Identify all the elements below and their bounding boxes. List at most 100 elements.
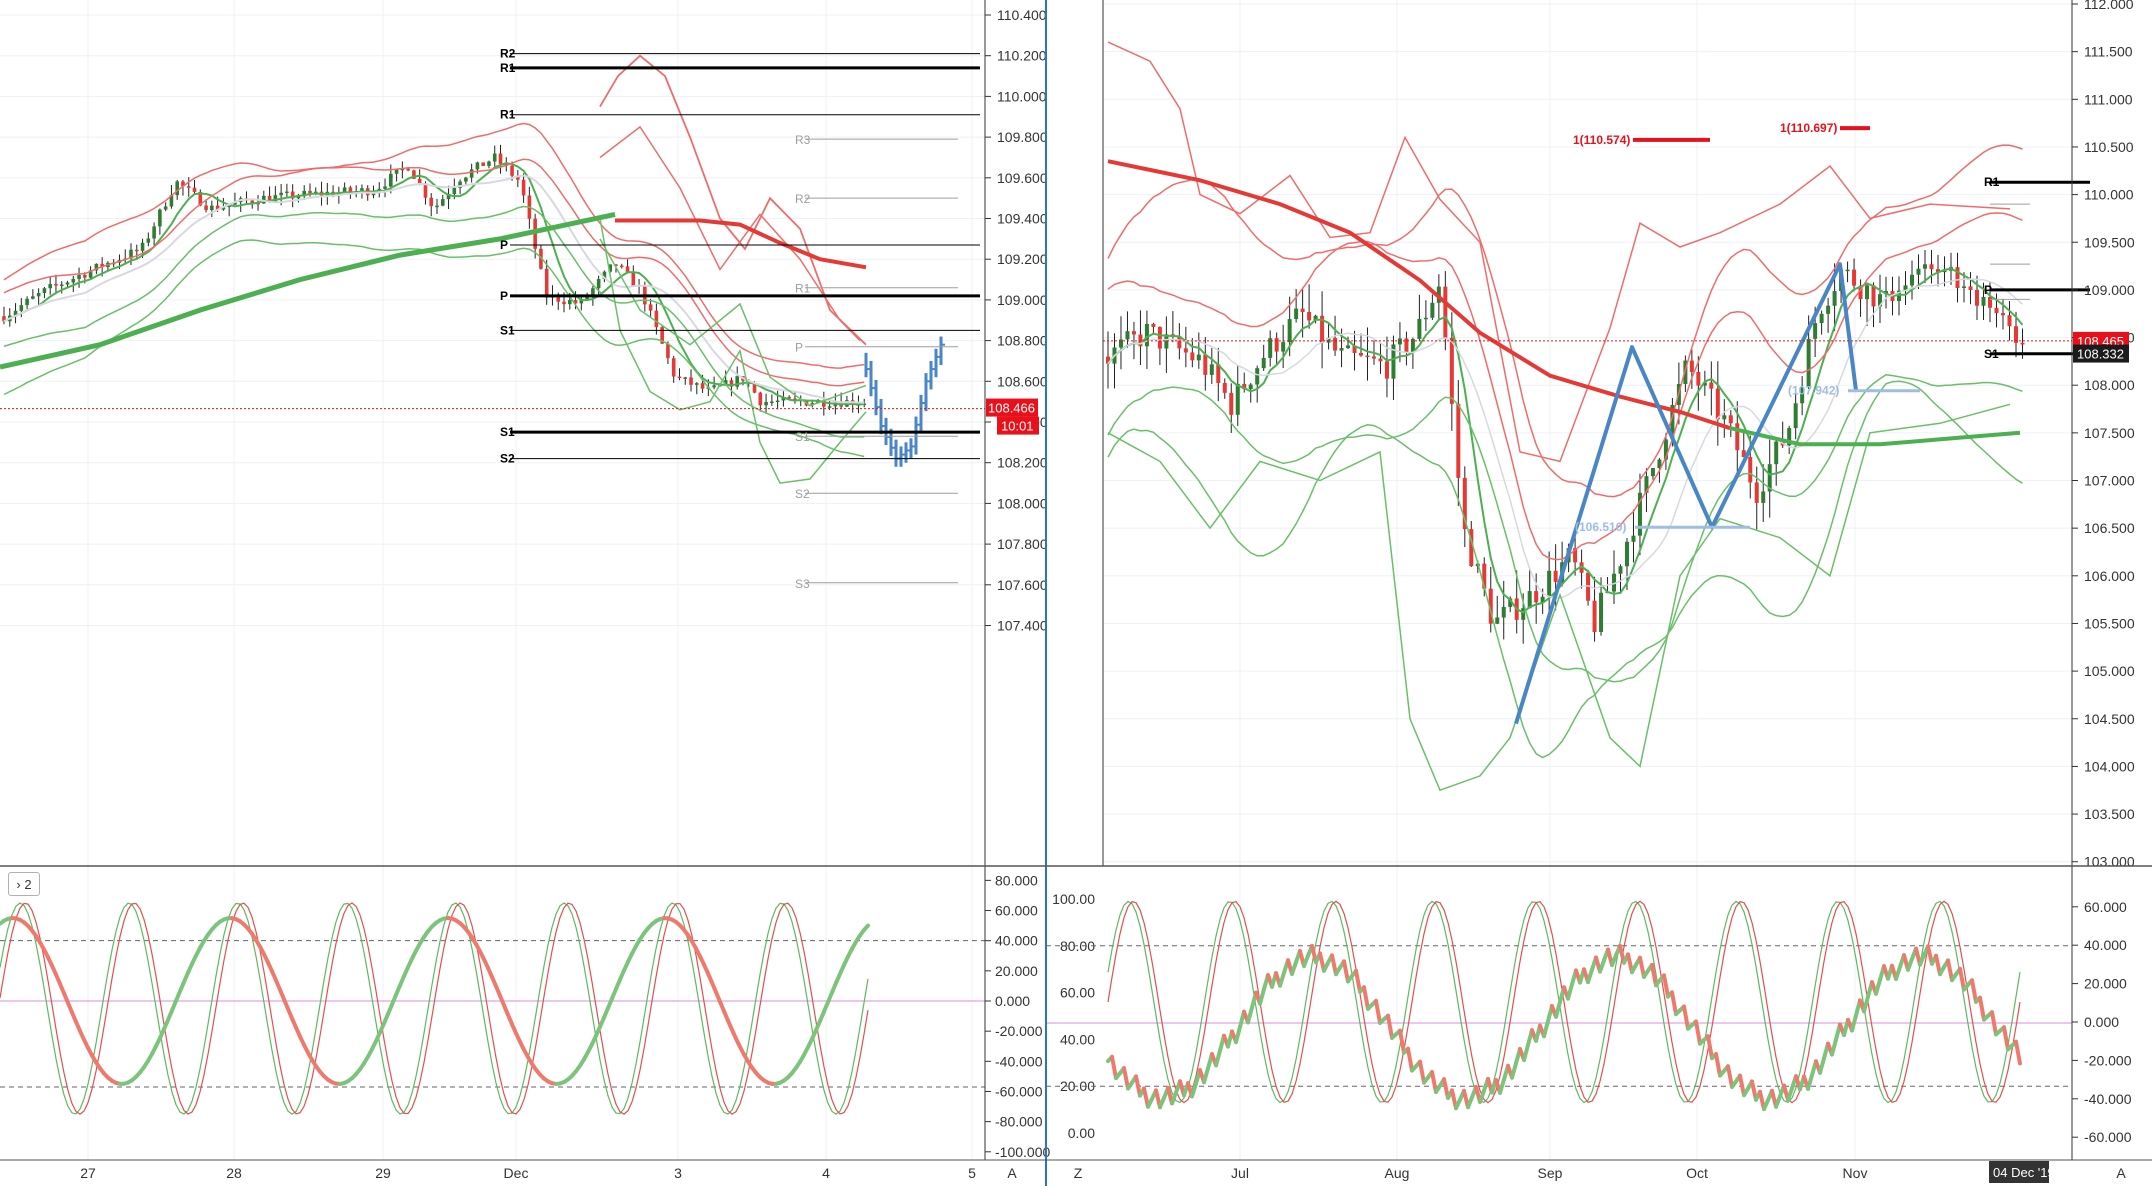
candle-up	[1663, 439, 1668, 460]
candle-down	[822, 400, 826, 407]
right-oscillator-pane[interactable]: 100.0080.0060.0040.0020.000.0060.00040.0…	[1046, 891, 2132, 1145]
candle-up	[279, 192, 283, 196]
crosshair-date-tag	[1989, 1161, 2049, 1183]
time-tick-label: 3	[674, 1165, 682, 1181]
pivot-level-label: P	[500, 238, 508, 252]
slow-ma-line	[3, 174, 865, 404]
osc-line-green	[0, 902, 869, 1115]
right-pivot-levels: R1 P S1 1(110.574) 1(110.697) (107.942) (106.5…	[1103, 121, 2090, 534]
candle-up	[1294, 308, 1299, 320]
candle-up	[1495, 617, 1500, 624]
right-price-area[interactable]	[1106, 41, 2025, 792]
candle-down	[2014, 326, 2018, 343]
candle-down	[429, 197, 434, 207]
candle-up	[1819, 313, 1824, 324]
candle-up	[1910, 274, 1914, 286]
price-tick-label: 111.500	[2084, 44, 2133, 60]
left-time-axis[interactable]: 27 28 29 Dec 3 4 5 A	[80, 1165, 1017, 1181]
osc-signal-segment	[1522, 1043, 1530, 1062]
candle-down	[481, 162, 485, 166]
band-green-mid	[599, 238, 867, 407]
osc-signal-segment	[1374, 998, 1382, 1025]
right-price-axis[interactable]: 112.000 111.500 111.000 110.500 110.000 109.5…	[2072, 0, 2135, 870]
candle-up	[1903, 285, 1908, 291]
candle-up	[1397, 338, 1402, 345]
countdown-tag	[997, 416, 1039, 435]
osc-signal-segment	[1818, 1056, 1826, 1075]
osc-signal-segment	[1958, 966, 1966, 992]
time-tick-label: Jul	[1231, 1165, 1249, 1181]
osc-signal-segment	[1934, 953, 1942, 977]
left-oscillator-pane[interactable]: 80.000 60.000 40.000 20.000 0.000 -20.000 -40.…	[0, 872, 1050, 1160]
osc-tick-label: 20.000	[995, 963, 1038, 979]
right-time-axis[interactable]: Jul Aug Sep Oct Nov Z A 04 Dec '19	[1074, 1161, 2127, 1183]
price-tick-label: 104.500	[2084, 711, 2135, 727]
candle-down	[516, 175, 520, 180]
candle-up	[1962, 286, 1966, 289]
candle-down	[521, 179, 526, 196]
osc-signal-segment	[1542, 1019, 1550, 1039]
left-price-axis[interactable]: 110.400 110.200 110.000 109.800 109.600 109.4…	[985, 7, 1048, 634]
osc-signal-segment	[2002, 1025, 2010, 1052]
left-price-area[interactable]	[0, 54, 945, 484]
osc-right-tick-label: -20.000	[2084, 1052, 2132, 1068]
candle-down	[1443, 286, 1448, 338]
candle-up	[1942, 270, 1947, 273]
candle-down	[1741, 450, 1746, 458]
candle-down	[348, 187, 353, 193]
candle-down	[308, 190, 312, 194]
candle-down	[1728, 415, 1733, 424]
osc-signal-segment	[862, 923, 870, 933]
candle-down	[1858, 285, 1863, 300]
band-red-upper	[1107, 144, 2023, 498]
candle-up	[1196, 354, 1201, 361]
candle-down	[677, 376, 682, 379]
candle-down	[654, 310, 659, 328]
candle-up	[1430, 302, 1435, 318]
candle-down	[1936, 269, 1940, 273]
oscillator-collapse-button[interactable]: › 2	[8, 872, 40, 896]
candle-up	[1806, 338, 1811, 388]
candle-up	[435, 205, 439, 208]
candle-up	[492, 153, 497, 162]
candle-up	[1326, 337, 1331, 343]
time-tick-label: 28	[226, 1165, 242, 1181]
candle-down	[1715, 388, 1720, 420]
osc-signal-segment	[1694, 1019, 1702, 1046]
long-ma-red	[615, 218, 867, 270]
candle-down	[1404, 338, 1409, 353]
candle-up	[1346, 345, 1351, 349]
candle-up	[487, 161, 491, 166]
candle-down	[1177, 336, 1182, 349]
candle-up	[1287, 319, 1292, 343]
fib-target-label: (106.510)	[1575, 520, 1626, 534]
candle-down	[562, 301, 566, 305]
oscillator-index: 2	[24, 876, 32, 892]
osc-signal-segment	[1566, 982, 1574, 1001]
osc-left-tick-label: 100.00	[1052, 891, 1095, 907]
candle-down	[1754, 482, 1759, 503]
weekly-level-label: S1	[795, 430, 810, 444]
candle-up	[360, 188, 364, 191]
candle-down	[1378, 358, 1383, 362]
candle-down	[1929, 264, 1934, 270]
osc-signal-segment	[1386, 1013, 1394, 1040]
osc-signal-segment	[1442, 1077, 1450, 1100]
long-ma-green	[0, 211, 616, 370]
osc-signal-segment	[1862, 994, 1870, 1014]
osc-right-tick-label: 0.000	[2084, 1014, 2119, 1030]
weekly-level-label: P	[795, 341, 803, 355]
osc-signal-segment	[1970, 978, 1978, 1004]
candle-up	[1540, 596, 1545, 603]
price-tick-label: 104.000	[2084, 758, 2135, 774]
osc-signal-segment	[1706, 1034, 1714, 1061]
band-green-lower	[3, 239, 865, 458]
candle-up	[210, 205, 214, 211]
candle-up	[1670, 404, 1675, 440]
candle-down	[1534, 591, 1539, 603]
candle-down	[83, 275, 87, 278]
candle-up	[1255, 368, 1260, 385]
candle-up	[273, 195, 278, 202]
